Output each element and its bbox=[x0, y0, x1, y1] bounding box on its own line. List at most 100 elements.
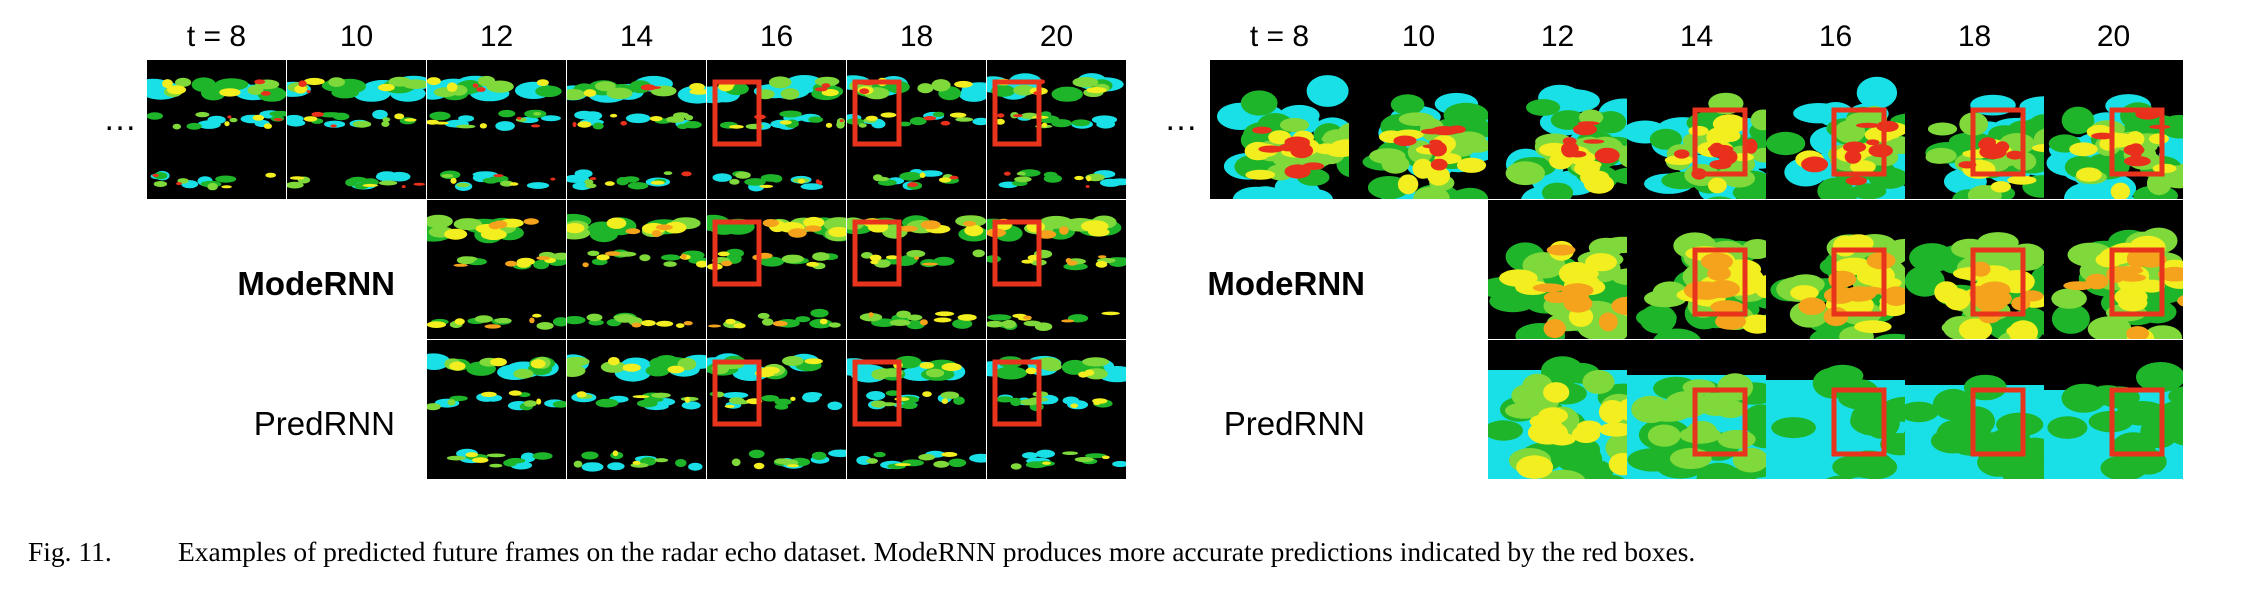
echo-blob bbox=[195, 111, 210, 118]
echo-blob bbox=[2135, 251, 2167, 268]
radar-frame bbox=[1488, 60, 1627, 199]
echo-blob bbox=[328, 77, 345, 87]
red-highlight-box bbox=[852, 359, 902, 427]
echo-blob bbox=[605, 251, 621, 256]
echo-blob bbox=[1543, 319, 1566, 339]
radar-frame bbox=[427, 200, 566, 339]
echo-blob bbox=[567, 356, 590, 367]
echo-blob bbox=[1061, 359, 1088, 375]
echo-blob bbox=[1930, 428, 1976, 454]
echo-blob bbox=[681, 401, 701, 410]
radar-frame bbox=[987, 200, 1126, 339]
echo-blob bbox=[493, 174, 504, 178]
echo-blob bbox=[1279, 118, 1310, 132]
echo-blob bbox=[401, 185, 406, 189]
echo-blob bbox=[2162, 419, 2183, 440]
echo-blob bbox=[1527, 420, 1568, 445]
echo-blob bbox=[625, 228, 641, 235]
echo-blob bbox=[614, 314, 636, 323]
echo-blob bbox=[215, 175, 237, 183]
echo-blob bbox=[949, 112, 967, 118]
echo-blob bbox=[1086, 87, 1107, 94]
echo-blob bbox=[583, 111, 603, 121]
frame-image bbox=[1766, 364, 1905, 479]
echo-blob bbox=[1062, 451, 1078, 455]
echo-blob bbox=[153, 172, 168, 180]
echo-blob bbox=[996, 396, 1014, 403]
echo-blob bbox=[684, 396, 691, 403]
red-highlight-box bbox=[2109, 247, 2165, 317]
echo-blob bbox=[675, 459, 687, 467]
red-highlight-box bbox=[852, 219, 902, 287]
echo-blob bbox=[610, 113, 618, 118]
echo-blob bbox=[508, 390, 522, 396]
echo-blob bbox=[949, 175, 959, 180]
radar-frame bbox=[1349, 60, 1488, 199]
echo-blob bbox=[712, 173, 732, 182]
radar-frame bbox=[987, 340, 1126, 479]
echo-blob bbox=[779, 120, 792, 125]
echo-blob bbox=[375, 172, 399, 182]
echo-blob bbox=[654, 355, 680, 369]
echo-blob bbox=[197, 120, 221, 129]
echo-blob bbox=[498, 109, 516, 118]
echo-blob bbox=[1381, 154, 1410, 174]
echo-blob bbox=[1258, 145, 1284, 153]
echo-blob bbox=[1034, 322, 1053, 331]
echo-blob bbox=[2061, 106, 2095, 135]
echo-blob bbox=[1975, 294, 2007, 312]
echo-blob bbox=[372, 109, 388, 120]
echo-blob bbox=[1823, 286, 1856, 304]
echo-blob bbox=[2123, 144, 2145, 156]
echo-blob bbox=[427, 119, 439, 125]
echo-blob bbox=[964, 224, 984, 237]
echo-blob bbox=[940, 391, 960, 399]
echo-blob bbox=[1550, 89, 1600, 113]
echo-blob bbox=[1710, 147, 1727, 152]
echo-blob bbox=[265, 172, 276, 178]
echo-blob bbox=[330, 124, 337, 128]
echo-blob bbox=[287, 181, 304, 189]
echo-blob bbox=[1750, 109, 1766, 131]
echo-blob bbox=[2110, 182, 2131, 199]
frame-image bbox=[1770, 234, 1905, 339]
echo-blob bbox=[1873, 333, 1905, 339]
echo-blob bbox=[683, 121, 702, 129]
echo-blob bbox=[815, 87, 828, 92]
time-label: 18 bbox=[899, 20, 934, 53]
echo-blob bbox=[257, 86, 286, 102]
echo-blob bbox=[907, 182, 918, 187]
echo-blob bbox=[2051, 303, 2090, 334]
red-highlight-box bbox=[1970, 387, 2026, 457]
echo-blob bbox=[1412, 158, 1434, 179]
echo-blob bbox=[1526, 99, 1561, 116]
echo-blob bbox=[552, 400, 566, 408]
frame-image bbox=[147, 77, 286, 191]
echo-blob bbox=[152, 173, 159, 177]
echo-blob bbox=[378, 83, 395, 92]
echo-blob bbox=[919, 172, 926, 178]
echo-blob bbox=[2063, 281, 2094, 291]
echo-blob bbox=[458, 115, 475, 122]
time-label: 14 bbox=[619, 20, 654, 53]
radar-frame bbox=[2044, 60, 2183, 199]
echo-blob bbox=[454, 318, 465, 325]
echo-blob bbox=[303, 116, 318, 122]
ellipsis: … bbox=[1164, 100, 1200, 138]
radar-frame bbox=[847, 200, 986, 339]
radar-frame bbox=[1627, 340, 1766, 479]
echo-blob bbox=[721, 260, 733, 267]
radar-frame bbox=[567, 60, 706, 199]
echo-blob bbox=[667, 365, 685, 374]
echo-blob bbox=[1793, 103, 1845, 124]
echo-blob bbox=[683, 321, 693, 326]
echo-blob bbox=[748, 449, 765, 459]
echo-blob bbox=[1598, 422, 1627, 437]
frame-image bbox=[1905, 374, 2044, 479]
echo-blob bbox=[646, 86, 661, 90]
echo-blob bbox=[1505, 161, 1545, 186]
echo-blob bbox=[1856, 76, 1898, 109]
echo-blob bbox=[572, 121, 577, 128]
echo-blob bbox=[1958, 318, 1993, 339]
echo-blob bbox=[166, 85, 187, 95]
